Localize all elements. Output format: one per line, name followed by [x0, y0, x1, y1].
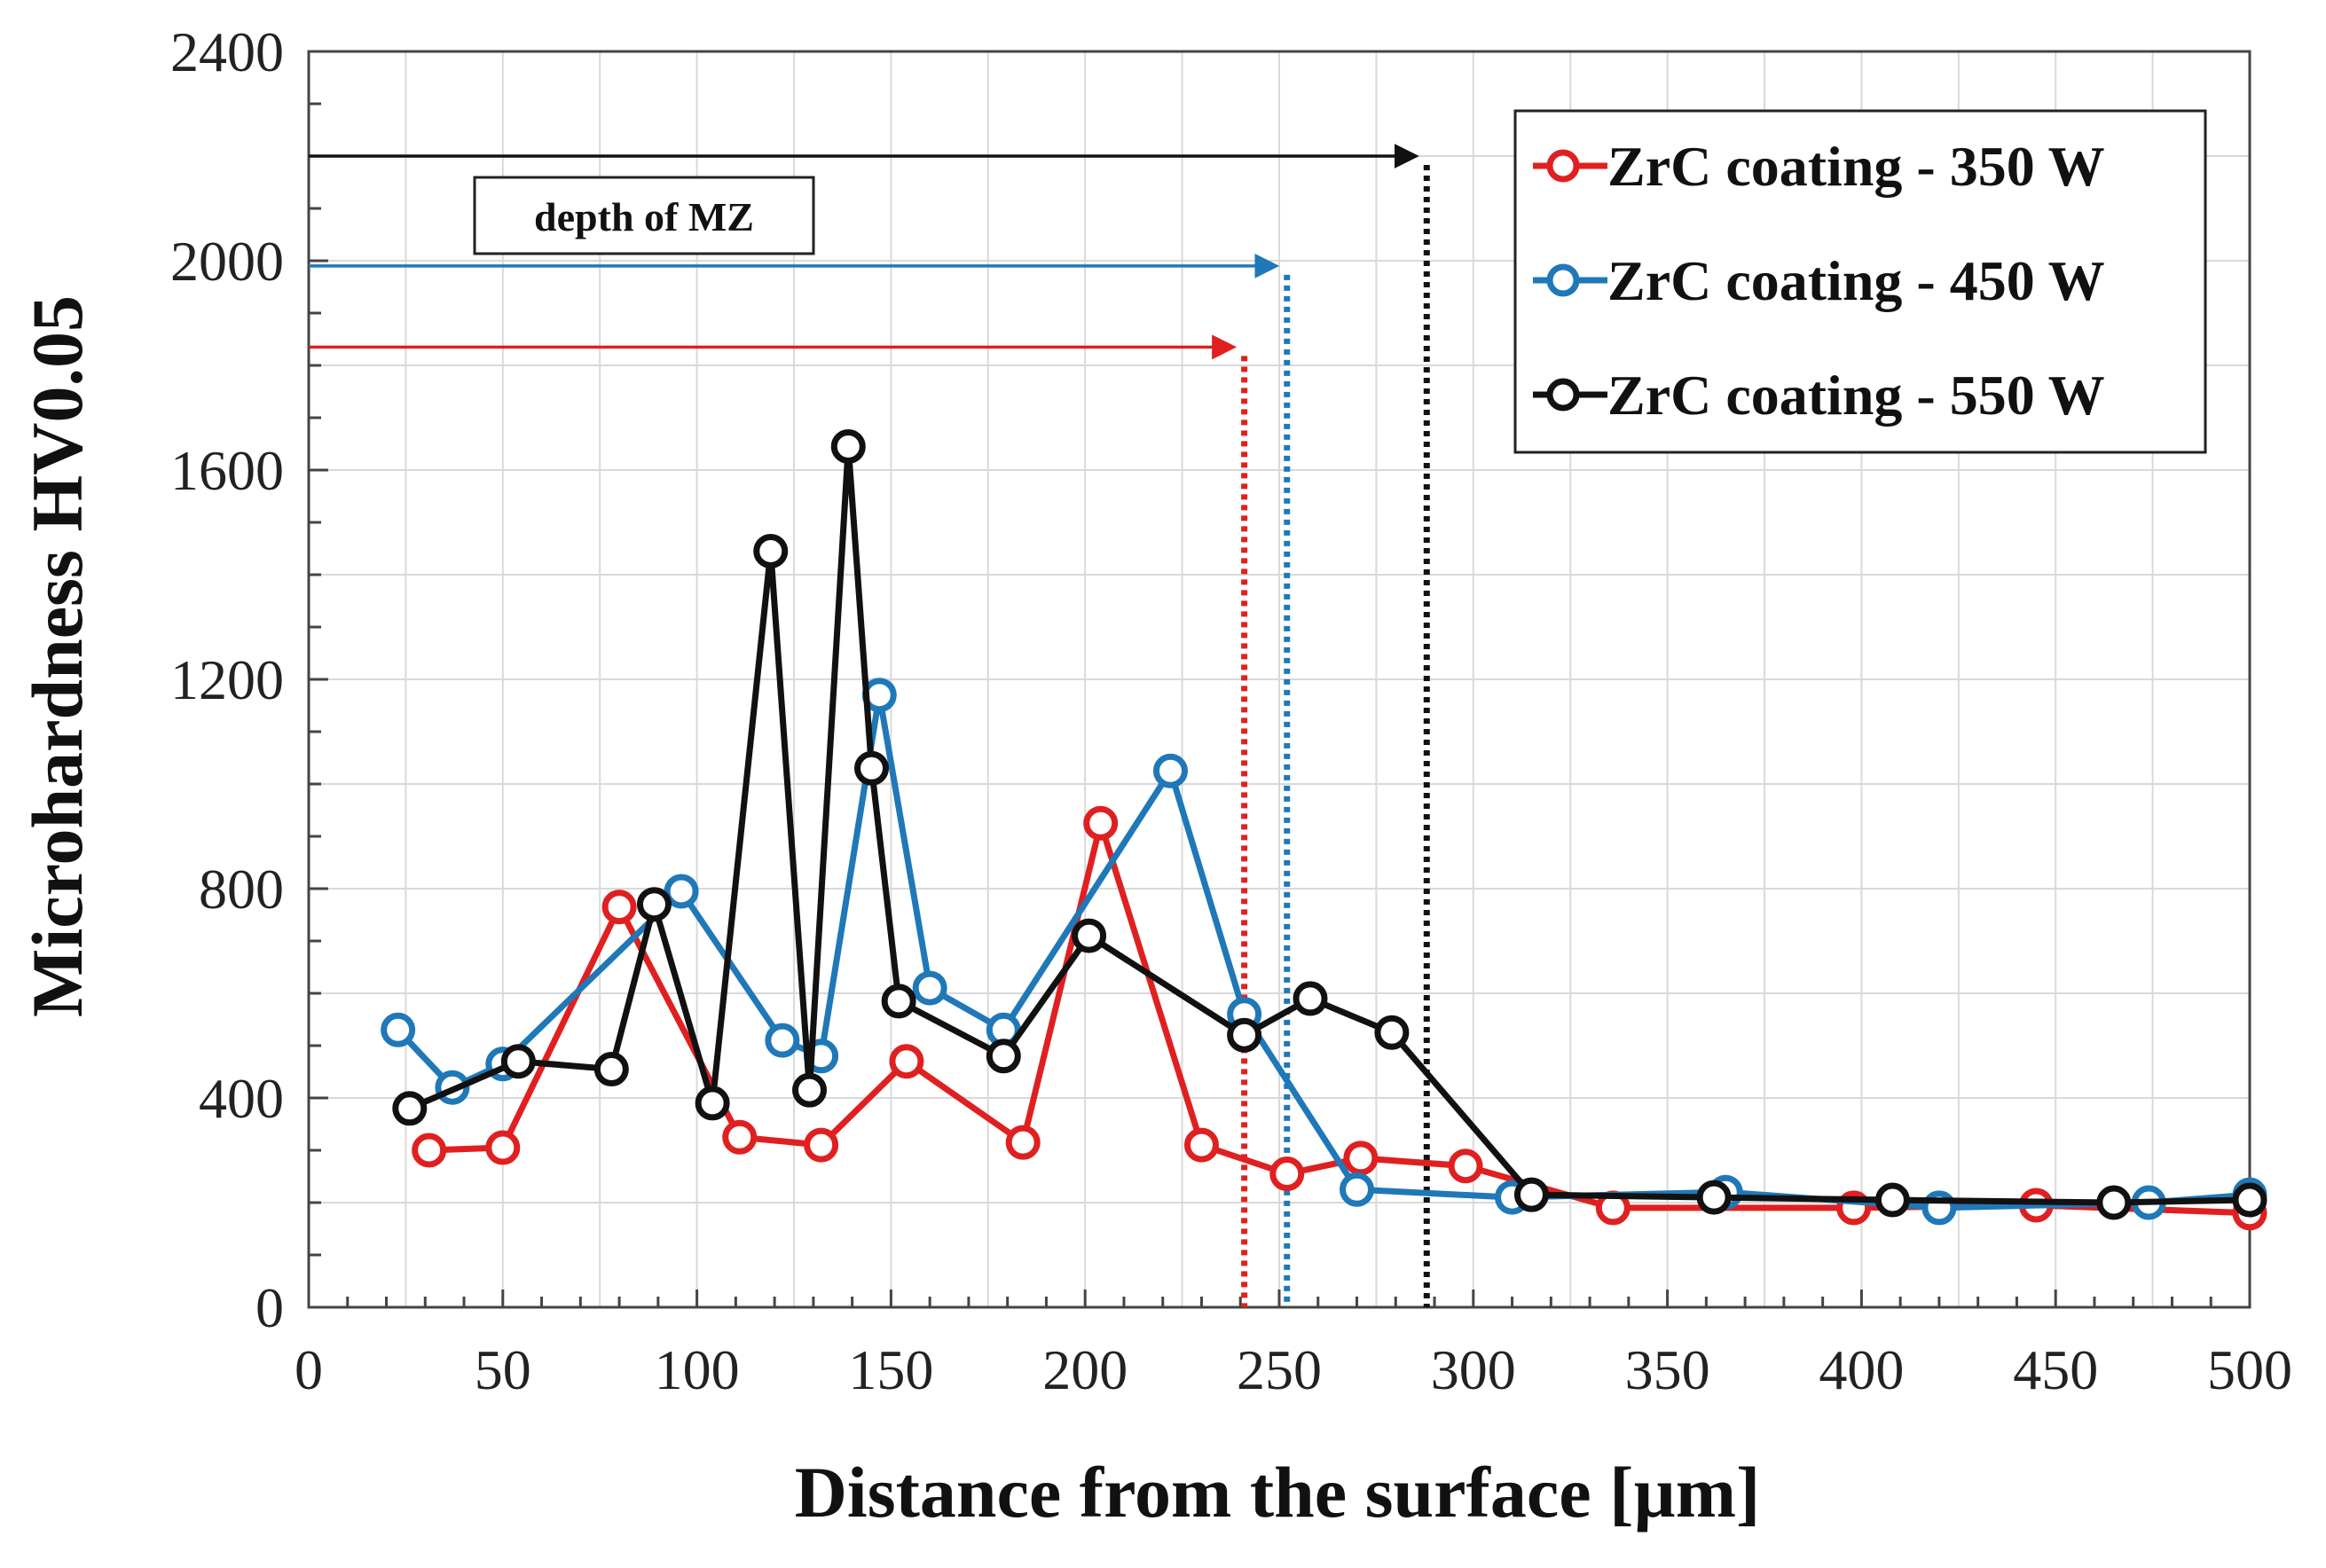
- data-point: [1083, 805, 1119, 841]
- data-point: [854, 750, 890, 786]
- x-axis-title: Distance from the surface [µm]: [795, 1452, 1761, 1533]
- data-point: [601, 890, 637, 925]
- data-point: [1343, 1141, 1379, 1176]
- y-tick-label: 800: [199, 858, 284, 921]
- x-tick-label: 450: [2013, 1338, 2098, 1401]
- data-point: [1227, 1017, 1262, 1053]
- series-line: [396, 692, 2251, 1211]
- data-point: [1152, 753, 1188, 788]
- legend: ZrC coating - 350 W ZrC coating - 450 W Zr…: [1513, 109, 2207, 454]
- data-point: [1374, 1015, 1410, 1050]
- x-tick-label: 0: [295, 1338, 323, 1401]
- depth-label-box: [473, 176, 815, 255]
- data-point: [889, 1044, 924, 1079]
- y-tick-label: 400: [199, 1067, 284, 1130]
- data-point: [2096, 1185, 2132, 1220]
- y-tick-label: 2400: [170, 20, 284, 83]
- data-point: [1448, 1149, 1483, 1184]
- depth-annotations: depth of MZ: [309, 144, 1430, 1307]
- series-3: [392, 428, 2267, 1220]
- series-1: [412, 805, 2267, 1231]
- depth-label: depth of MZ: [534, 194, 754, 239]
- legend-label: ZrC coating - 450 W: [1607, 249, 2105, 312]
- x-tick-label: 500: [2207, 1338, 2292, 1401]
- x-tick-label: 100: [655, 1338, 740, 1401]
- legend-box: [1513, 109, 2207, 454]
- data-point: [1874, 1182, 1910, 1218]
- series-line: [428, 819, 2251, 1217]
- data-point: [1005, 1125, 1041, 1160]
- data-point: [695, 1086, 730, 1121]
- x-tick-label: 150: [848, 1338, 933, 1401]
- x-tick-label: 50: [475, 1338, 531, 1401]
- data-point: [881, 984, 916, 1019]
- data-point: [765, 1023, 800, 1058]
- series-line: [408, 443, 2251, 1206]
- x-tick-label: 350: [1625, 1338, 1710, 1401]
- data-point: [593, 1052, 629, 1087]
- data-point: [664, 874, 699, 909]
- data-point: [636, 887, 672, 922]
- data-point: [1183, 1127, 1219, 1163]
- y-tick-label: 1200: [170, 648, 284, 711]
- data-point: [1340, 1172, 1375, 1207]
- x-tick-label: 200: [1042, 1338, 1128, 1401]
- legend-marker: [1546, 378, 1580, 412]
- data-point: [1072, 918, 1107, 953]
- data-point: [500, 1044, 536, 1079]
- data-point: [2232, 1182, 2267, 1218]
- legend-label: ZrC coating - 350 W: [1607, 135, 2105, 198]
- data-point: [753, 533, 789, 568]
- legend-label: ZrC coating - 550 W: [1607, 364, 2105, 427]
- legend-marker: [1546, 149, 1580, 183]
- data-point: [912, 970, 947, 1006]
- data-point: [1696, 1180, 1732, 1215]
- data-point: [1513, 1177, 1549, 1212]
- data-point: [1269, 1156, 1305, 1192]
- data-series: [381, 428, 2267, 1231]
- x-tick-label: 400: [1819, 1338, 1904, 1401]
- data-point: [1293, 981, 1328, 1016]
- data-point: [412, 1133, 447, 1168]
- y-tick-label: 0: [255, 1276, 284, 1339]
- data-point: [792, 1072, 828, 1108]
- axes: [307, 50, 2251, 1309]
- data-point: [485, 1130, 521, 1165]
- y-axis-title: Microhardness HV0.05: [17, 295, 98, 1017]
- data-point: [392, 1091, 428, 1126]
- data-point: [986, 1039, 1021, 1074]
- data-point: [722, 1119, 758, 1155]
- tick-labels: 0 50 100 150 200 250 300 350 400 450 500 0 400 800 120…: [170, 20, 2292, 1401]
- data-point: [804, 1127, 839, 1163]
- y-tick-label: 1600: [170, 439, 284, 502]
- data-point: [830, 428, 866, 464]
- data-point: [381, 1012, 416, 1047]
- y-tick-label: 2000: [170, 230, 284, 293]
- x-tick-label: 300: [1431, 1338, 1516, 1401]
- x-tick-label: 250: [1237, 1338, 1322, 1401]
- legend-marker: [1546, 263, 1580, 297]
